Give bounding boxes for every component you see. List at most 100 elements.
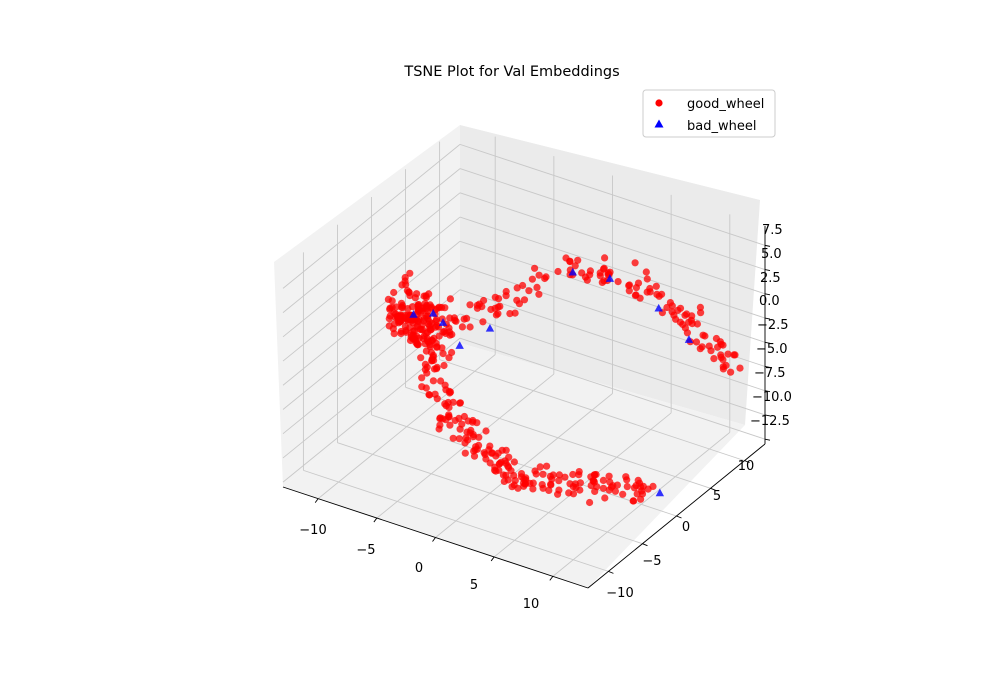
good-wheel-point	[455, 435, 463, 443]
z-gridline	[459, 313, 766, 416]
bad-wheel-point	[438, 318, 448, 326]
good-wheel-point	[528, 275, 537, 283]
good-wheel-point	[683, 329, 692, 337]
y-gridline	[303, 469, 609, 572]
z-tick-label: −12.5	[750, 414, 790, 429]
good-wheel-point	[513, 296, 521, 304]
good-wheel-point	[442, 402, 450, 410]
good-wheel-point	[569, 470, 577, 479]
good-wheel-point	[502, 446, 510, 454]
good-wheel-point	[529, 485, 537, 493]
good-wheel-point	[449, 398, 457, 406]
good-wheel-point	[439, 350, 447, 358]
good-wheel-point	[693, 320, 702, 328]
good-wheel-point	[425, 290, 433, 298]
z-tick-label: 7.5	[762, 223, 783, 238]
good-wheel-point	[591, 471, 599, 479]
good-wheel-point	[717, 353, 725, 361]
good-wheel-point	[433, 343, 441, 351]
good-wheel-point	[696, 303, 705, 311]
legend-marker-good-wheel	[655, 99, 663, 107]
good-wheel-point	[386, 312, 394, 320]
z-gridline	[459, 337, 766, 440]
good-wheel-point	[445, 324, 453, 332]
z-tick-mark	[764, 438, 771, 441]
good-wheel-point	[601, 254, 609, 262]
good-wheel-point	[401, 277, 409, 285]
good-wheel-point	[644, 485, 652, 493]
y-axis-ticks: −10 −5 0 5 10	[606, 459, 754, 601]
z-tick-label: −10.0	[752, 390, 792, 405]
good-wheel-point	[511, 309, 519, 317]
good-wheel-point	[422, 384, 430, 392]
legend-label-good-wheel: good_wheel	[687, 97, 764, 112]
good-wheel-point	[442, 416, 450, 424]
good-wheel-point	[525, 287, 533, 295]
bad-wheel-point	[568, 267, 578, 276]
z-tick-mark	[764, 366, 771, 368]
good-wheel-point	[470, 452, 479, 460]
good-wheel-point	[599, 484, 608, 492]
good-wheel-point	[384, 295, 392, 303]
y-tick-mark	[676, 515, 682, 519]
z-gridline	[282, 216, 461, 362]
bad-wheel-point	[409, 310, 418, 318]
good-wheel-point	[607, 483, 616, 491]
good-wheel-point	[458, 323, 466, 331]
good-wheel-point	[632, 482, 640, 490]
left-pane	[274, 125, 460, 487]
y-tick-label: 0	[682, 520, 690, 535]
good-wheel-point	[716, 338, 724, 346]
good-wheel-point	[554, 267, 562, 276]
good-wheel-point	[500, 477, 508, 485]
good-wheel-point	[663, 303, 671, 312]
good-wheel-point	[495, 295, 503, 303]
good-wheel-point	[442, 386, 450, 394]
z-axis-ticks: 7.5 5.0 2.5 0.0 −2.5 −5.0 −7.5 −10.0 −12…	[750, 223, 792, 429]
good-wheel-point	[466, 323, 474, 331]
good-wheel-point	[403, 287, 411, 295]
good-wheel-point	[389, 325, 397, 333]
good-wheel-point	[506, 310, 514, 318]
good-wheel-point	[697, 309, 705, 317]
good-wheel-point	[636, 294, 644, 302]
good-wheel-point	[462, 434, 470, 442]
good-wheel-point	[423, 337, 432, 345]
good-wheel-point	[625, 287, 633, 295]
good-wheel-point	[414, 341, 422, 349]
good-wheel-point	[631, 259, 639, 267]
good-wheel-point	[536, 463, 544, 471]
good-wheel-point	[473, 419, 481, 427]
good-wheel-point	[445, 354, 453, 362]
good-wheel-point	[521, 479, 530, 488]
good-wheel-point	[591, 487, 599, 495]
y-gridline	[337, 442, 643, 545]
good-wheel-point	[497, 458, 505, 466]
good-wheel-point	[668, 302, 676, 310]
z-tick-label: −7.5	[754, 366, 786, 381]
good-wheel-point	[623, 483, 631, 491]
good-wheel-point	[547, 480, 555, 488]
z-tick-mark	[764, 341, 771, 344]
good-wheel-point	[545, 486, 553, 494]
good-wheel-point	[441, 304, 449, 312]
good-wheel-point	[495, 466, 503, 474]
good-wheel-point	[431, 390, 439, 398]
good-wheel-point	[619, 490, 627, 498]
bad-wheel-point	[428, 308, 438, 317]
y-tick-mark	[710, 487, 716, 491]
good-wheel-point	[397, 299, 406, 307]
z-gridline	[459, 289, 766, 392]
good-wheel-point	[494, 449, 502, 457]
z-gridline	[282, 168, 461, 313]
good-wheel-point	[613, 481, 622, 489]
good-wheel-point	[586, 267, 595, 275]
good-wheel-point	[685, 318, 693, 326]
bad-wheel-point	[684, 335, 694, 343]
good-wheel-point	[425, 391, 433, 399]
good-wheel-point	[401, 322, 409, 330]
series-bad-wheel	[409, 267, 694, 497]
good-wheel-point	[731, 351, 739, 359]
good-wheel-point	[448, 330, 456, 339]
